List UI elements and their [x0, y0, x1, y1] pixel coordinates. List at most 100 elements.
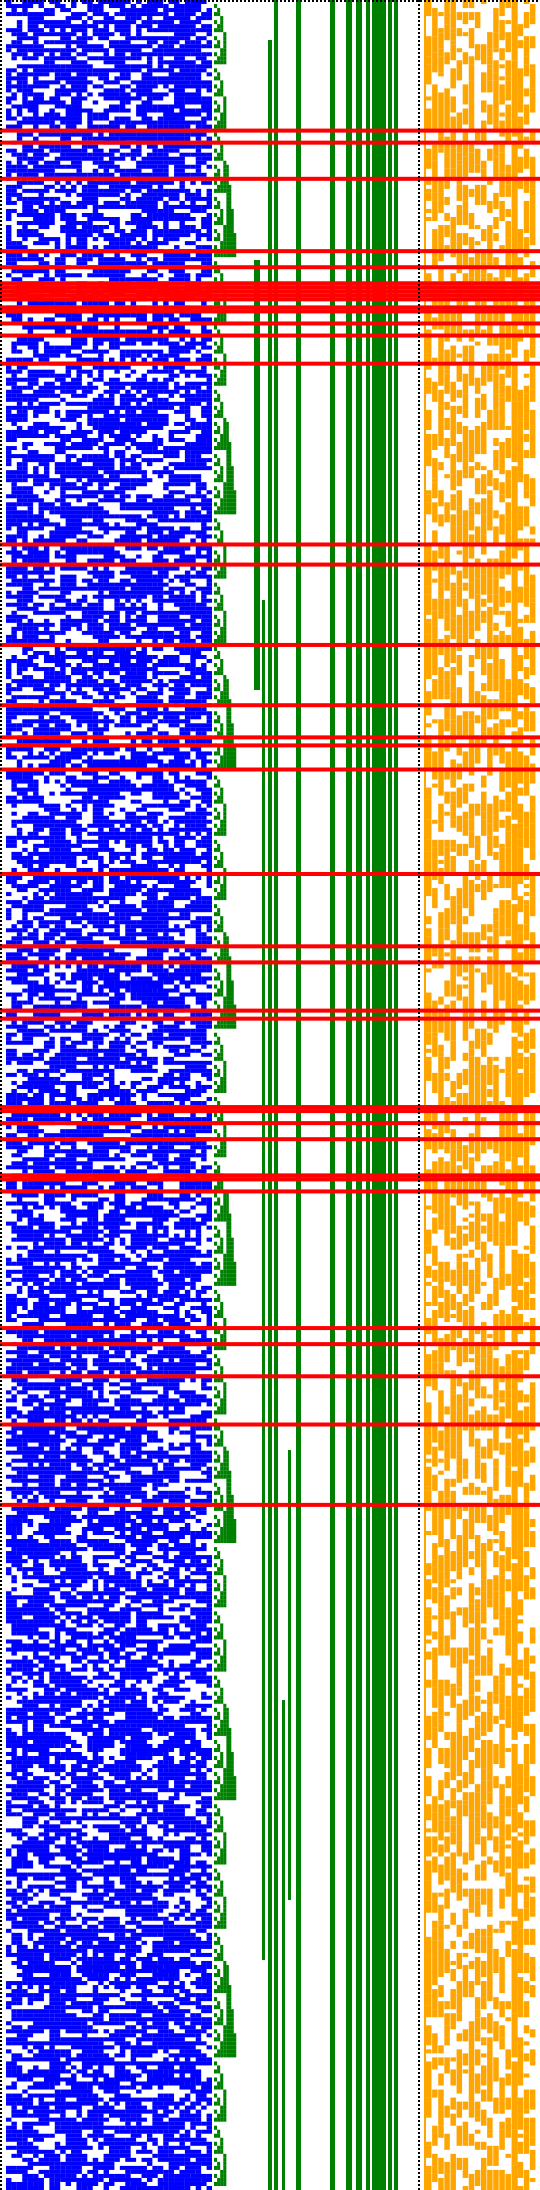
noise-bit: [98, 1346, 104, 1351]
noise-bit: [16, 172, 23, 177]
noise-bit: [71, 546, 77, 551]
noise-bit: [38, 216, 44, 222]
noise-bit: [22, 976, 28, 981]
noise-bit: [98, 188, 104, 193]
noise-bit: [38, 1229, 50, 1234]
noise-bit: [125, 32, 131, 37]
noise-bit: [146, 711, 153, 716]
noise-bit: [206, 727, 212, 732]
noise-bit: [65, 964, 72, 969]
noise-bit: [103, 775, 109, 780]
noise-bit: [109, 787, 126, 792]
noise-bit: [195, 401, 202, 406]
noise-bit: [174, 462, 180, 467]
noise-bit: [76, 1318, 93, 1323]
noise-bit: [163, 1169, 180, 1174]
noise-bit: [11, 1193, 17, 1198]
noise-bit: [136, 707, 142, 712]
noise-bit: [65, 932, 77, 937]
noise-bit: [43, 421, 50, 426]
noise-bit: [81, 204, 88, 209]
noise-bit: [65, 1141, 77, 1146]
noise-bit: [136, 671, 147, 676]
noise-bit: [179, 1020, 185, 1025]
noise-bit: [168, 1237, 175, 1242]
noise-bit: [136, 433, 142, 438]
noise-bit: [136, 180, 147, 185]
noise-bit: [81, 759, 93, 764]
noise-bit: [179, 44, 185, 49]
noise-bit: [38, 904, 44, 909]
noise-bit: [54, 755, 66, 760]
noise-bit: [168, 663, 175, 668]
noise-bit: [190, 1221, 207, 1226]
noise-bit: [141, 831, 175, 836]
noise-bit: [92, 815, 109, 820]
noise-bit: [184, 707, 202, 712]
noise-bit: [141, 851, 158, 856]
noise-bit: [130, 216, 142, 222]
noise-bit: [179, 116, 185, 121]
noise-bit: [141, 803, 147, 808]
noise-bit: [65, 462, 72, 467]
noise-bit: [54, 204, 61, 209]
noise-bit: [206, 1309, 212, 1314]
noise-bit: [92, 301, 99, 306]
noise-bit: [54, 429, 61, 434]
noise-bit: [206, 229, 212, 234]
noise-bit: [49, 1221, 55, 1226]
noise-bit: [136, 36, 142, 41]
noise-bit: [195, 120, 202, 125]
noise-bit: [179, 184, 185, 189]
noise-bit: [141, 92, 147, 97]
noise-bit: [141, 337, 153, 342]
noise-bit: [152, 1032, 164, 1037]
noise-bit: [38, 699, 44, 704]
noise-bit: [65, 104, 72, 109]
noise-bit: [109, 1249, 115, 1254]
noise-bit: [157, 44, 169, 49]
noise-bit: [43, 120, 50, 125]
noise-bit: [206, 104, 212, 109]
noise-bit: [130, 1305, 142, 1310]
noise-bit: [22, 928, 28, 933]
noise-bit: [81, 1060, 104, 1065]
noise-bit: [179, 1277, 185, 1282]
noise-bit: [76, 1060, 82, 1065]
noise-bit: [6, 1181, 17, 1186]
noise-bit: [76, 72, 93, 77]
noise-bit: [76, 1309, 88, 1314]
noise-bit: [49, 936, 55, 941]
noise-bit: [11, 578, 23, 583]
noise-bit: [157, 1092, 180, 1098]
noise-bit: [22, 116, 28, 121]
noise-bit: [152, 1040, 164, 1045]
noise-bit: [190, 952, 202, 957]
noise-bit: [71, 104, 82, 109]
noise-bit: [98, 916, 104, 921]
noise-bit: [168, 936, 175, 941]
noise-bit: [71, 482, 77, 487]
noise-bit: [190, 759, 196, 764]
noise-bit: [195, 1193, 202, 1198]
noise-bit: [11, 389, 23, 394]
noise-bit: [60, 695, 66, 700]
noise-bit: [157, 1297, 169, 1302]
noise-bit: [22, 417, 28, 422]
noise-bit: [11, 534, 17, 539]
noise-bit: [168, 393, 175, 398]
noise-bit: [125, 815, 137, 820]
noise-bit: [60, 52, 72, 57]
noise-bit: [103, 699, 115, 704]
noise-bit: [146, 590, 164, 595]
noise-bit: [11, 506, 17, 511]
noise-bit: [206, 1068, 212, 1073]
noise-bit: [65, 317, 72, 322]
noise-bit: [141, 1309, 153, 1314]
noise-bit: [33, 779, 39, 784]
noise-bit: [201, 618, 212, 623]
noise-bit: [201, 1088, 207, 1093]
noise-bit: [49, 606, 55, 611]
noise-bit: [119, 353, 126, 358]
noise-bit: [146, 369, 153, 374]
